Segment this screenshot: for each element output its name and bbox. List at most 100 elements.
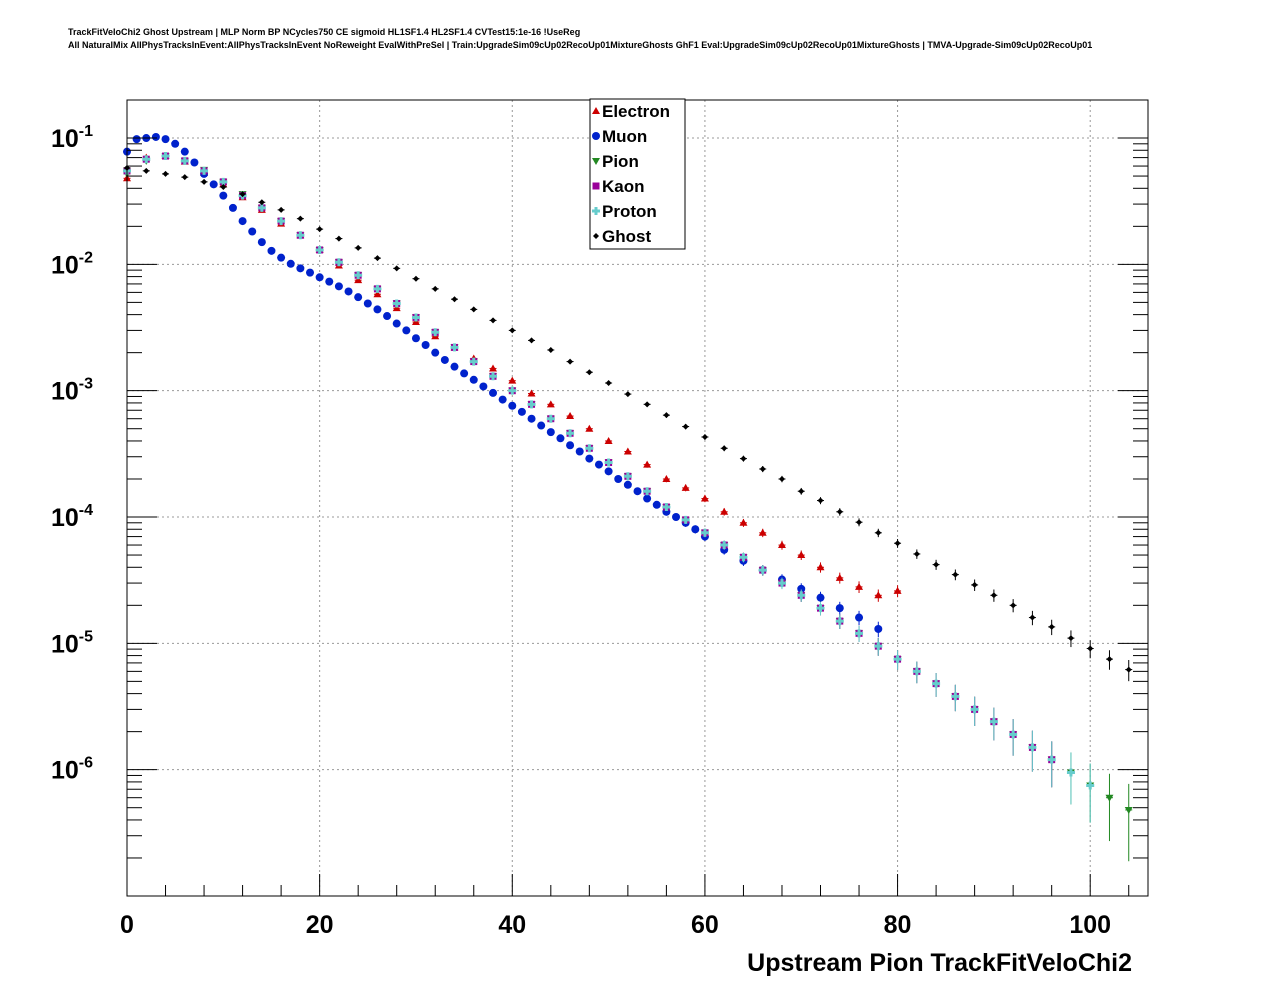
series-layer	[123, 132, 1133, 862]
ghost-point	[740, 455, 747, 462]
electron-point	[720, 507, 729, 515]
muon-point	[238, 217, 247, 226]
proton-point	[662, 503, 671, 512]
electron-point	[797, 551, 806, 559]
muon-point	[209, 180, 218, 189]
proton-point	[758, 566, 767, 575]
proton-point	[1047, 755, 1056, 764]
muon-point	[161, 135, 170, 144]
ghost-point	[856, 519, 863, 526]
muon-point	[132, 135, 141, 144]
muon-point	[604, 467, 613, 476]
proton-point	[566, 429, 575, 438]
proton-point	[951, 692, 960, 701]
electron-point	[508, 376, 517, 384]
proton-point	[411, 313, 420, 322]
electron-point	[874, 591, 883, 599]
ghost-point	[355, 244, 362, 251]
legend-marker-electron	[592, 107, 600, 114]
muon-point	[286, 259, 295, 268]
muon-point	[325, 277, 334, 286]
ghost-point	[297, 215, 304, 222]
electron-point	[758, 528, 767, 536]
proton-point	[1086, 781, 1095, 790]
muon-point	[315, 273, 324, 282]
ghost-point	[451, 296, 458, 303]
muon-point	[277, 253, 286, 262]
proton-point	[604, 458, 613, 467]
proton-point	[142, 155, 151, 164]
muon-point	[489, 388, 498, 397]
ghost-point	[894, 540, 901, 547]
muon-point	[383, 312, 392, 321]
electron-point	[893, 586, 902, 594]
proton-point	[700, 528, 709, 537]
proton-point	[932, 679, 941, 688]
muon-point	[151, 132, 160, 141]
proton-point	[354, 271, 363, 280]
proton-point	[392, 299, 401, 308]
electron-point	[411, 317, 420, 325]
muon-point	[411, 334, 420, 343]
electron-point	[855, 582, 864, 590]
muon-point	[556, 434, 565, 443]
ghost-point	[316, 226, 323, 233]
muon-point	[643, 494, 652, 503]
chart-title-line-1: TrackFitVeloChi2 Ghost Upstream | MLP No…	[68, 27, 581, 37]
x-tick-label: 20	[306, 911, 334, 939]
series-kaon	[123, 152, 1056, 788]
y-tick-label: 10-3	[51, 376, 93, 406]
proton-point	[334, 258, 343, 267]
proton-point	[797, 591, 806, 600]
ghost-point	[913, 550, 920, 557]
muon-point	[479, 382, 488, 391]
ghost-point	[1087, 645, 1094, 652]
electron-point	[816, 563, 825, 571]
series-pion	[123, 153, 1133, 862]
muon-point	[527, 414, 536, 423]
muon-point	[537, 421, 546, 430]
muon-point	[498, 395, 507, 404]
electron-point	[835, 573, 844, 581]
muon-point	[373, 305, 382, 314]
proton-point	[1009, 730, 1018, 739]
ghost-point	[798, 488, 805, 495]
ghost-point	[162, 170, 169, 177]
proton-point	[681, 515, 690, 524]
ghost-point	[528, 337, 535, 344]
proton-point	[835, 617, 844, 626]
muon-point	[421, 340, 430, 349]
muon-point	[797, 584, 806, 593]
ghost-point	[586, 369, 593, 376]
electron-point	[604, 436, 613, 444]
ghost-point	[1029, 614, 1036, 621]
muon-point	[623, 480, 632, 489]
proton-point	[546, 414, 555, 423]
muon-point	[402, 326, 411, 335]
x-tick-label: 80	[884, 911, 912, 939]
proton-point	[623, 472, 632, 481]
ghost-point	[335, 235, 342, 242]
muon-point	[469, 375, 478, 384]
ghost-point	[490, 317, 497, 324]
electron-point	[546, 400, 555, 408]
proton-point	[161, 152, 170, 161]
proton-point	[315, 245, 324, 254]
electron-point	[373, 290, 382, 298]
pion-point	[1105, 794, 1114, 802]
muon-point	[594, 460, 603, 469]
legend-label-proton: Proton	[602, 202, 657, 221]
electron-point	[739, 518, 748, 526]
ghost-point	[624, 391, 631, 398]
muon-point	[219, 191, 228, 200]
muon-point	[180, 147, 189, 156]
proton-point	[489, 372, 498, 381]
muon-point	[460, 369, 469, 378]
ghost-point	[817, 497, 824, 504]
ghost-point	[278, 206, 285, 213]
proton-point	[874, 642, 883, 651]
ghost-point	[778, 475, 785, 482]
ghost-point	[1067, 635, 1074, 642]
x-tick-label: 60	[691, 911, 719, 939]
muon-point	[585, 454, 594, 463]
